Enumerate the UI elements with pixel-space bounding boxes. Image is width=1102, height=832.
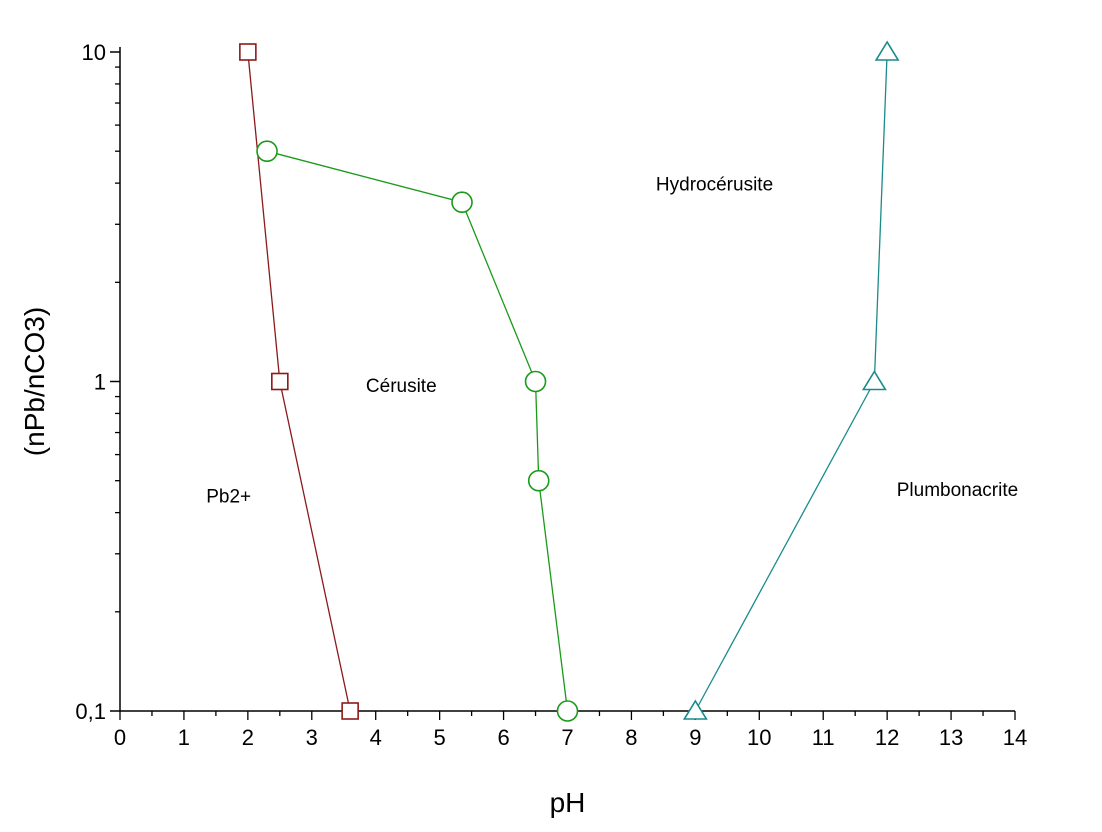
x-tick-label: 12 [875, 725, 899, 750]
circle-marker [527, 469, 550, 492]
region-label: Plumbonacrite [897, 480, 1018, 501]
circle-marker [524, 370, 547, 393]
region-label: Hydrocérusite [656, 174, 773, 195]
x-tick-label: 0 [114, 725, 126, 750]
x-tick-label: 1 [178, 725, 190, 750]
series-lines-group [247, 51, 888, 712]
series-line [266, 150, 569, 712]
square-marker [271, 372, 289, 391]
circle-marker [556, 700, 579, 722]
square-marker [239, 43, 257, 61]
y-tick-label: 10 [82, 40, 106, 65]
square-marker [341, 702, 359, 720]
x-tick-label: 13 [939, 725, 963, 750]
y-axis-title: (nPb/nCO3) [19, 307, 50, 456]
x-tick-label: 8 [625, 725, 637, 750]
series-line [694, 51, 888, 712]
x-tick-label: 4 [370, 725, 382, 750]
x-tick-label: 6 [497, 725, 509, 750]
triangle-marker [682, 699, 708, 720]
x-tick-label: 3 [306, 725, 318, 750]
y-tick-label: 1 [94, 370, 106, 395]
triangle-marker [861, 369, 887, 391]
triangle-marker [874, 40, 900, 61]
x-tick-label: 11 [812, 725, 835, 750]
x-tick-label: 14 [1003, 725, 1027, 750]
x-tick-label: 7 [561, 725, 573, 750]
x-tick-label: 10 [747, 725, 771, 750]
series-markers-group [239, 40, 900, 722]
x-axis-title: pH [550, 787, 586, 818]
circle-marker [451, 191, 473, 214]
circle-marker [256, 140, 278, 162]
x-tick-label: 9 [689, 725, 701, 750]
x-tick-label: 5 [434, 725, 446, 750]
x-tick-label: 2 [242, 725, 254, 750]
region-label: Pb2+ [206, 486, 251, 507]
region-label: Cérusite [366, 376, 437, 397]
y-tick-label: 0,1 [75, 699, 106, 724]
labels-group: 0 1 2 3 4 5 6 7 8 9 10 11 12 13 140,1110pH(nPb/nCO3)Hy… [19, 40, 1027, 818]
